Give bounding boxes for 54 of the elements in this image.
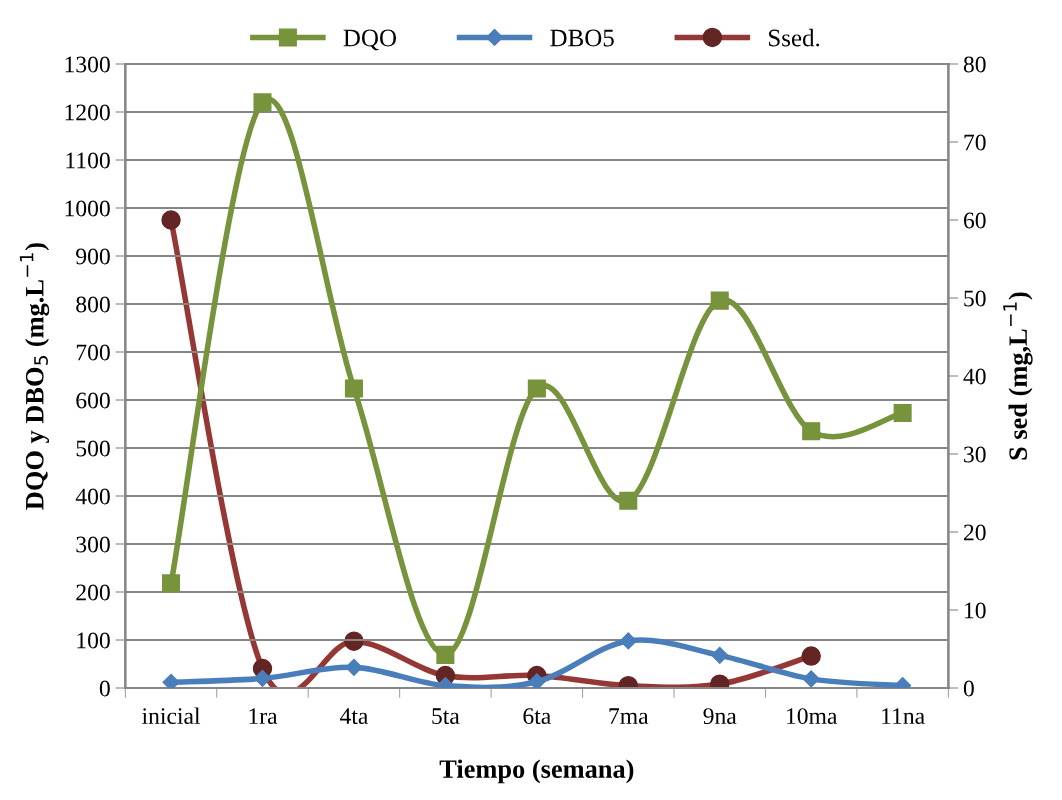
y2-axis-title: S sed (mg,L$^{−1}$) xyxy=(1003,292,1033,460)
point xyxy=(802,422,821,441)
point xyxy=(436,645,455,664)
x-tick-label: 5ta xyxy=(432,708,460,725)
x-tick-label: 10ma xyxy=(787,708,838,725)
legend-label: Ssed. xyxy=(769,28,820,47)
y2-tick-label: 70 xyxy=(964,134,986,151)
point xyxy=(619,491,638,510)
y-tick-label: 800 xyxy=(76,296,110,313)
y2-tick-label: 0 xyxy=(963,680,974,697)
point xyxy=(893,403,912,422)
y-tick-label: 200 xyxy=(76,584,110,601)
x-tick-label: 6ta xyxy=(523,708,551,725)
point xyxy=(710,291,729,310)
x-axis-title: Tiempo (semana) xyxy=(439,759,634,784)
y2-tick-label: 10 xyxy=(965,602,986,619)
point xyxy=(711,646,729,664)
legend-label: DQO xyxy=(343,29,397,51)
point xyxy=(253,669,272,687)
y-tick-label: 0 xyxy=(99,680,110,697)
y-tick-label: 400 xyxy=(75,488,110,505)
y-tick-label: 900 xyxy=(76,248,110,265)
y-tick-label: 500 xyxy=(76,440,110,457)
point xyxy=(527,379,546,398)
y2-tick-label: 30 xyxy=(964,446,986,463)
y-tick-label: 1200 xyxy=(65,104,110,121)
x-tick-label: 4ta xyxy=(339,708,369,725)
point xyxy=(162,574,181,593)
x-tick-label: inicial xyxy=(142,707,201,725)
x-tick-label: 9na xyxy=(703,708,737,725)
point xyxy=(528,673,546,688)
legend-label: DBO5 xyxy=(550,29,614,47)
y2-tick-label: 20 xyxy=(963,524,986,541)
point xyxy=(802,670,820,688)
y-axis-title: DQO y DBO$_{5}$ (mg.L$^{−1}$) xyxy=(19,243,50,510)
x-tick-label: 7ma xyxy=(609,708,649,725)
y-tick-label: 1100 xyxy=(66,152,110,169)
point xyxy=(619,632,637,650)
x-tick-label: 1ra xyxy=(249,708,278,725)
point xyxy=(345,658,363,676)
point xyxy=(253,93,272,112)
y2-tick-label: 80 xyxy=(963,56,986,73)
y-tick-label: 600 xyxy=(76,392,110,409)
point xyxy=(162,673,180,688)
y2-tick-label: 60 xyxy=(963,212,986,229)
y-tick-label: 100 xyxy=(77,632,110,649)
y2-tick-label: 40 xyxy=(963,368,986,385)
y-tick-label: 700 xyxy=(76,344,110,361)
y-tick-label: 1300 xyxy=(65,56,110,73)
y-tick-label: 300 xyxy=(76,536,110,553)
y-tick-label: 1000 xyxy=(65,200,110,217)
point xyxy=(344,379,363,398)
x-tick-label: 11na xyxy=(882,708,925,725)
y2-tick-label: 50 xyxy=(964,290,986,307)
